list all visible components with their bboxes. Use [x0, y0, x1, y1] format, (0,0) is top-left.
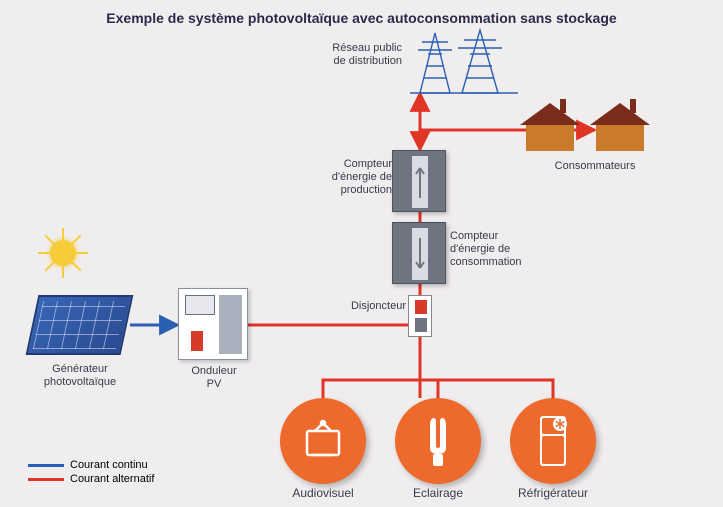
pv-generator-label: Générateurphotovoltaïque	[30, 363, 130, 389]
appliance-light-icon	[395, 398, 481, 484]
consumption-meter-label: Compteurd'énergie deconsommation	[450, 230, 540, 270]
appliance-av-icon	[280, 398, 366, 484]
consumption-meter-icon	[392, 222, 446, 284]
appliance-fridge-label: Réfrigérateur	[503, 486, 603, 500]
legend-dc-label: Courant continu	[70, 459, 148, 471]
legend: Courant continu Courant alternatif	[28, 457, 154, 487]
legend-dc: Courant continu	[28, 459, 154, 471]
grid-label: Réseau publicde distribution	[310, 42, 402, 68]
breaker-label: Disjoncteur	[340, 300, 406, 313]
inverter-icon	[178, 288, 248, 360]
pv-panel-icon	[26, 295, 134, 355]
production-meter-label: Compteurd'énergie deproduction	[312, 158, 392, 198]
appliance-fridge-icon	[510, 398, 596, 484]
consumer-houses-icon	[520, 95, 670, 155]
page-title: Exemple de système photovoltaïque avec a…	[0, 10, 723, 26]
grid-pylon-icon	[400, 28, 520, 98]
legend-ac-label: Courant alternatif	[70, 473, 154, 485]
production-meter-icon	[392, 150, 446, 212]
breaker-icon	[408, 295, 432, 337]
sun-icon	[38, 228, 88, 278]
legend-ac: Courant alternatif	[28, 473, 154, 485]
appliance-av-label: Audiovisuel	[273, 486, 373, 500]
appliance-light-label: Eclairage	[388, 486, 488, 500]
consumers-label: Consommateurs	[540, 160, 650, 173]
inverter-label: OnduleurPV	[178, 365, 250, 391]
